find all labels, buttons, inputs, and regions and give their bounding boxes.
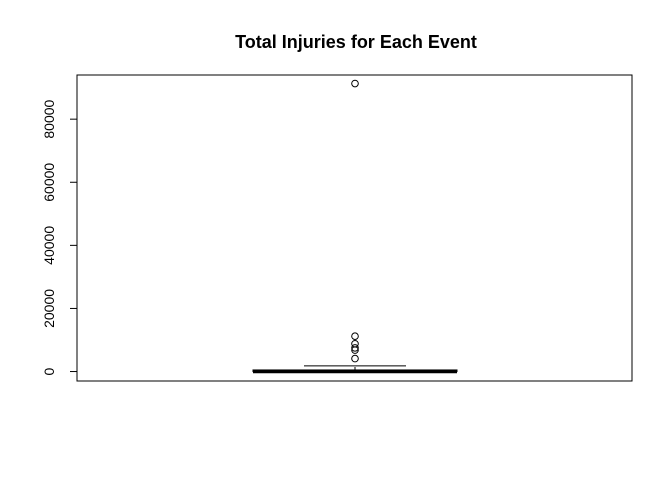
y-axis: 0 20000 40000 60000 80000 [41, 99, 78, 375]
y-tick-label: 60000 [41, 163, 57, 202]
outlier-point [351, 344, 359, 352]
y-tick-label: 20000 [41, 289, 57, 328]
outlier-point [351, 354, 359, 363]
plot-frame [76, 74, 633, 382]
boxplot [252, 365, 458, 374]
outlier-point [351, 79, 359, 88]
chart-title: Total Injuries for Each Event [235, 32, 477, 52]
y-tick-label: 80000 [41, 99, 57, 138]
y-tick-label: 0 [41, 367, 57, 375]
outlier-point [351, 346, 359, 354]
outlier-point [351, 332, 359, 341]
outlier-points [351, 79, 359, 363]
y-tick-label: 40000 [41, 226, 57, 265]
